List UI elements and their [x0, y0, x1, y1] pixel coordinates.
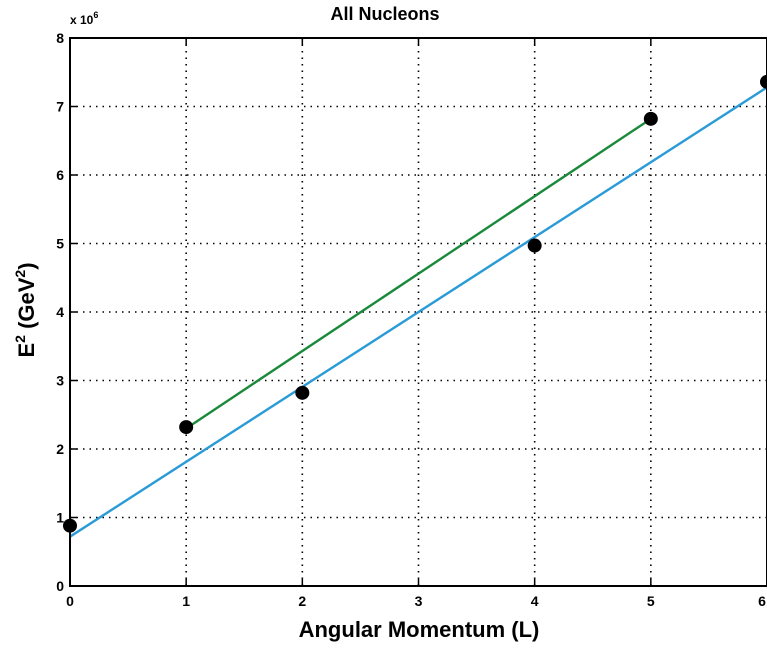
data-point [295, 385, 310, 400]
y-tick-label: 4 [56, 304, 64, 320]
y-tick-label: 7 [56, 99, 64, 115]
data-point [527, 238, 542, 253]
tick-labels: 0 1 2 3 4 5 6 0 1 2 3 4 5 6 7 8 [56, 30, 767, 609]
chart-title: All Nucleons [330, 4, 439, 24]
x-axis-label: Angular Momentum (L) [299, 617, 540, 642]
y-multiplier: x 106 [70, 10, 98, 27]
y-tick-label: 1 [56, 510, 64, 526]
data-points [63, 74, 767, 533]
y-tick-label: 3 [56, 373, 64, 389]
data-point [643, 111, 658, 126]
x-tick-label: 1 [182, 593, 190, 609]
x-tick-label: 3 [415, 593, 423, 609]
y-tick-label: 8 [56, 30, 64, 46]
fit-lines [69, 86, 767, 538]
y-tick-label: 2 [56, 441, 64, 457]
x-tick-label: 5 [647, 593, 655, 609]
y-tick-label: 6 [56, 167, 64, 183]
x-tick-label: 0 [66, 593, 74, 609]
data-point [760, 74, 767, 89]
y-tick-label: 5 [56, 236, 64, 252]
fit-line-1 [185, 117, 652, 430]
y-tick-label: 0 [56, 578, 64, 594]
y-axis-label: E2 (GeV2) [12, 262, 39, 357]
fit-line-2 [69, 86, 767, 538]
x-tick-label: 2 [298, 593, 306, 609]
plot-frame [69, 37, 767, 587]
data-point [179, 420, 194, 435]
x-tick-label: 4 [531, 593, 539, 609]
x-tick-label: 6 [758, 593, 766, 609]
